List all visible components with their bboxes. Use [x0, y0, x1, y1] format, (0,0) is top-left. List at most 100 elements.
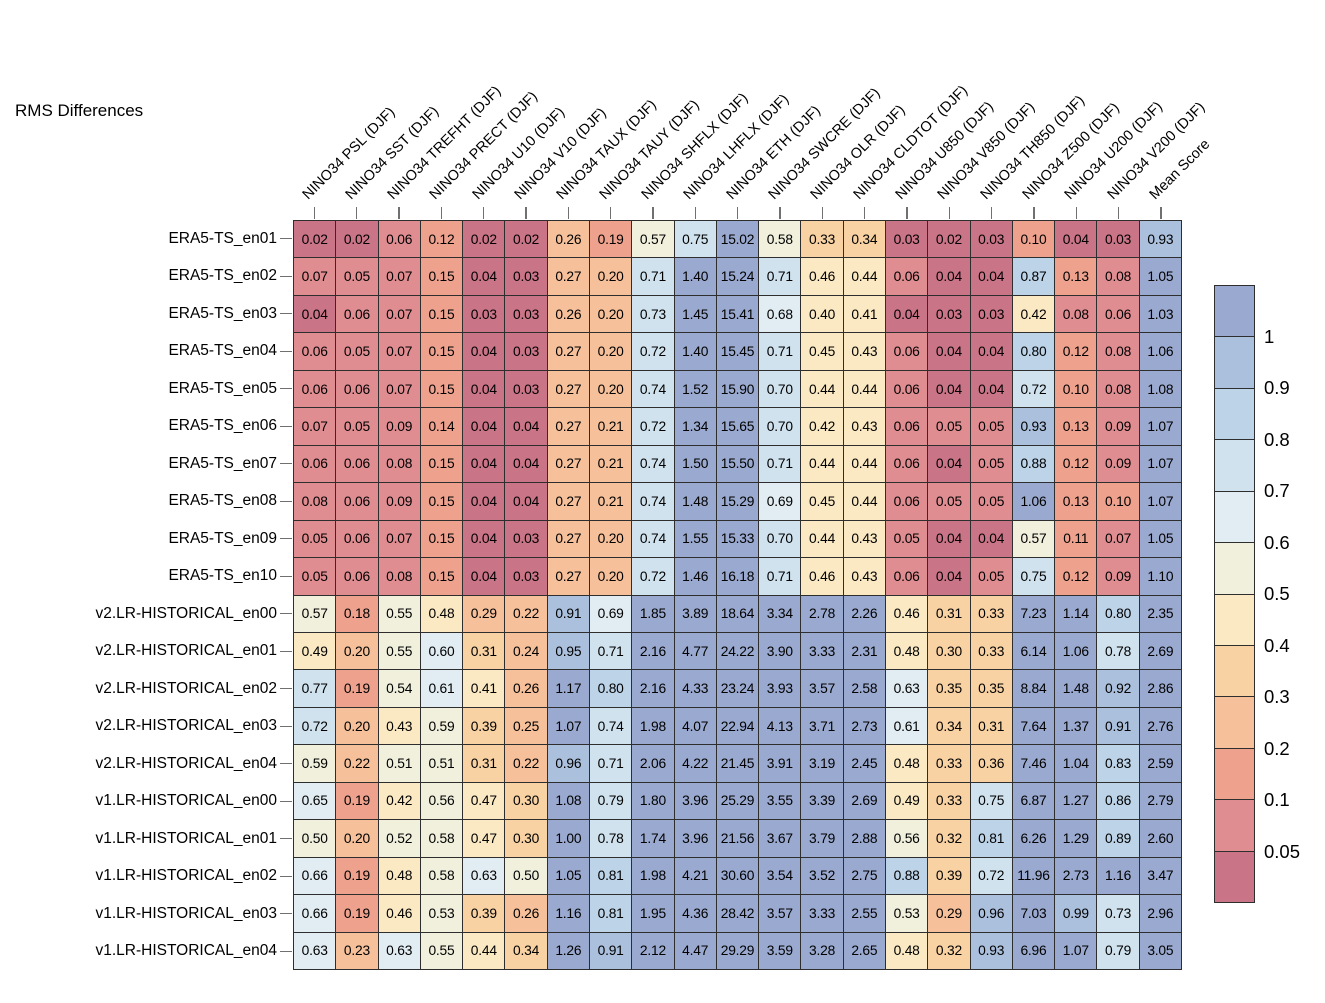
- heatmap-cell: 3.96: [674, 820, 716, 857]
- heatmap-cell: 0.07: [294, 408, 336, 445]
- heatmap-cell: 1.06: [1012, 483, 1055, 520]
- heatmap-cell: 0.63: [294, 932, 336, 969]
- heatmap-cell: 0.34: [505, 932, 547, 969]
- row-tick: [280, 238, 292, 240]
- heatmap-cell: 0.96: [970, 895, 1012, 932]
- heatmap-cell: 7.03: [1012, 895, 1055, 932]
- heatmap-cell: 0.05: [970, 408, 1012, 445]
- heatmap-cell: 0.19: [336, 895, 378, 932]
- heatmap-cell: 15.02: [716, 221, 759, 258]
- heatmap-cell: 2.76: [1139, 707, 1181, 745]
- legend-color-block: [1215, 286, 1254, 337]
- heatmap-cell: 0.04: [463, 408, 505, 445]
- heatmap-cell: 0.05: [970, 445, 1012, 483]
- heatmap-cell: 0.33: [928, 782, 970, 820]
- heatmap-cell: 0.27: [547, 445, 589, 483]
- heatmap-cell: 0.71: [759, 445, 801, 483]
- row-tick: [280, 838, 292, 840]
- heatmap-cell: 1.04: [1055, 745, 1097, 782]
- heatmap-cell: 0.24: [505, 632, 547, 670]
- heatmap-cell: 0.19: [336, 782, 378, 820]
- legend-color-block: [1215, 440, 1254, 491]
- heatmap-cell: 1.45: [674, 295, 716, 333]
- heatmap-cell: 0.53: [885, 895, 928, 932]
- heatmap-cell: 0.08: [378, 445, 420, 483]
- heatmap-cell: 0.20: [589, 520, 632, 558]
- heatmap-cell: 0.71: [759, 558, 801, 595]
- heatmap-cell: 3.79: [801, 820, 843, 857]
- heatmap-cell: 6.14: [1012, 632, 1055, 670]
- heatmap-cell: 0.26: [505, 670, 547, 707]
- heatmap-cell: 15.29: [716, 483, 759, 520]
- heatmap-cell: 0.08: [1097, 333, 1139, 370]
- heatmap-cell: 15.90: [716, 370, 759, 408]
- heatmap-cell: 8.84: [1012, 670, 1055, 707]
- heatmap-cell: 0.20: [336, 707, 378, 745]
- legend-color-block: [1215, 645, 1254, 697]
- column-tick: [525, 207, 527, 219]
- heatmap-cell: 0.06: [885, 408, 928, 445]
- heatmap-cell: 0.05: [970, 558, 1012, 595]
- row-label: ERA5-TS_en03: [168, 304, 277, 322]
- heatmap-cell: 0.04: [463, 258, 505, 295]
- heatmap-cell: 0.71: [632, 258, 674, 295]
- column-tick: [1075, 207, 1077, 219]
- heatmap-cell: 0.05: [336, 333, 378, 370]
- heatmap-cell: 0.04: [1055, 221, 1097, 258]
- heatmap-cell: 0.88: [1012, 445, 1055, 483]
- heatmap-cell: 0.30: [505, 782, 547, 820]
- heatmap-cell: 0.04: [505, 408, 547, 445]
- heatmap-cell: 0.48: [378, 857, 420, 895]
- heatmap-cell: 0.73: [632, 295, 674, 333]
- column-tick: [652, 207, 654, 219]
- column-tick: [821, 207, 823, 219]
- row-label: ERA5-TS_en02: [168, 267, 277, 285]
- heatmap-cell: 0.80: [1012, 333, 1055, 370]
- row-label: ERA5-TS_en05: [168, 379, 277, 397]
- heatmap-cell: 0.04: [463, 333, 505, 370]
- row-tick: [280, 350, 292, 352]
- heatmap-cell: 1.07: [1139, 445, 1181, 483]
- heatmap-cell: 2.60: [1139, 820, 1181, 857]
- column-tick: [1118, 207, 1120, 219]
- heatmap-cell: 0.31: [970, 707, 1012, 745]
- heatmap-cell: 15.45: [716, 333, 759, 370]
- heatmap-cell: 0.27: [547, 520, 589, 558]
- heatmap-cell: 0.79: [589, 782, 632, 820]
- heatmap-cell: 0.07: [1097, 520, 1139, 558]
- heatmap-cell: 6.96: [1012, 932, 1055, 969]
- heatmap-cell: 3.71: [801, 707, 843, 745]
- heatmap-cell: 0.27: [547, 370, 589, 408]
- heatmap-cell: 0.06: [378, 221, 420, 258]
- heatmap-cell: 3.33: [801, 632, 843, 670]
- heatmap-cell: 23.24: [716, 670, 759, 707]
- heatmap-cell: 0.22: [505, 745, 547, 782]
- heatmap-cell: 15.24: [716, 258, 759, 295]
- heatmap-cell: 28.42: [716, 895, 759, 932]
- heatmap-cell: 0.51: [420, 745, 463, 782]
- heatmap-cell: 0.05: [294, 558, 336, 595]
- heatmap-cell: 2.69: [843, 782, 885, 820]
- heatmap-cell: 0.93: [1139, 221, 1181, 258]
- heatmap-cell: 18.64: [716, 595, 759, 632]
- heatmap-cell: 0.61: [885, 707, 928, 745]
- heatmap-cell: 0.27: [547, 558, 589, 595]
- heatmap-cell: 0.44: [843, 370, 885, 408]
- heatmap-cell: 0.15: [420, 333, 463, 370]
- heatmap-cell: 0.09: [1097, 445, 1139, 483]
- heatmap-cell: 3.55: [759, 782, 801, 820]
- heatmap-cell: 0.30: [928, 632, 970, 670]
- heatmap-cell: 4.33: [674, 670, 716, 707]
- heatmap-cell: 0.15: [420, 370, 463, 408]
- heatmap-cell: 0.80: [589, 670, 632, 707]
- heatmap-cell: 0.69: [589, 595, 632, 632]
- heatmap-cell: 0.63: [463, 857, 505, 895]
- column-tick: [356, 207, 358, 219]
- heatmap-cell: 1.37: [1055, 707, 1097, 745]
- heatmap-cell: 0.03: [928, 295, 970, 333]
- heatmap-cell: 0.44: [463, 932, 505, 969]
- heatmap-cell: 0.14: [420, 408, 463, 445]
- heatmap-cell: 0.58: [759, 221, 801, 258]
- heatmap-cell: 0.06: [336, 370, 378, 408]
